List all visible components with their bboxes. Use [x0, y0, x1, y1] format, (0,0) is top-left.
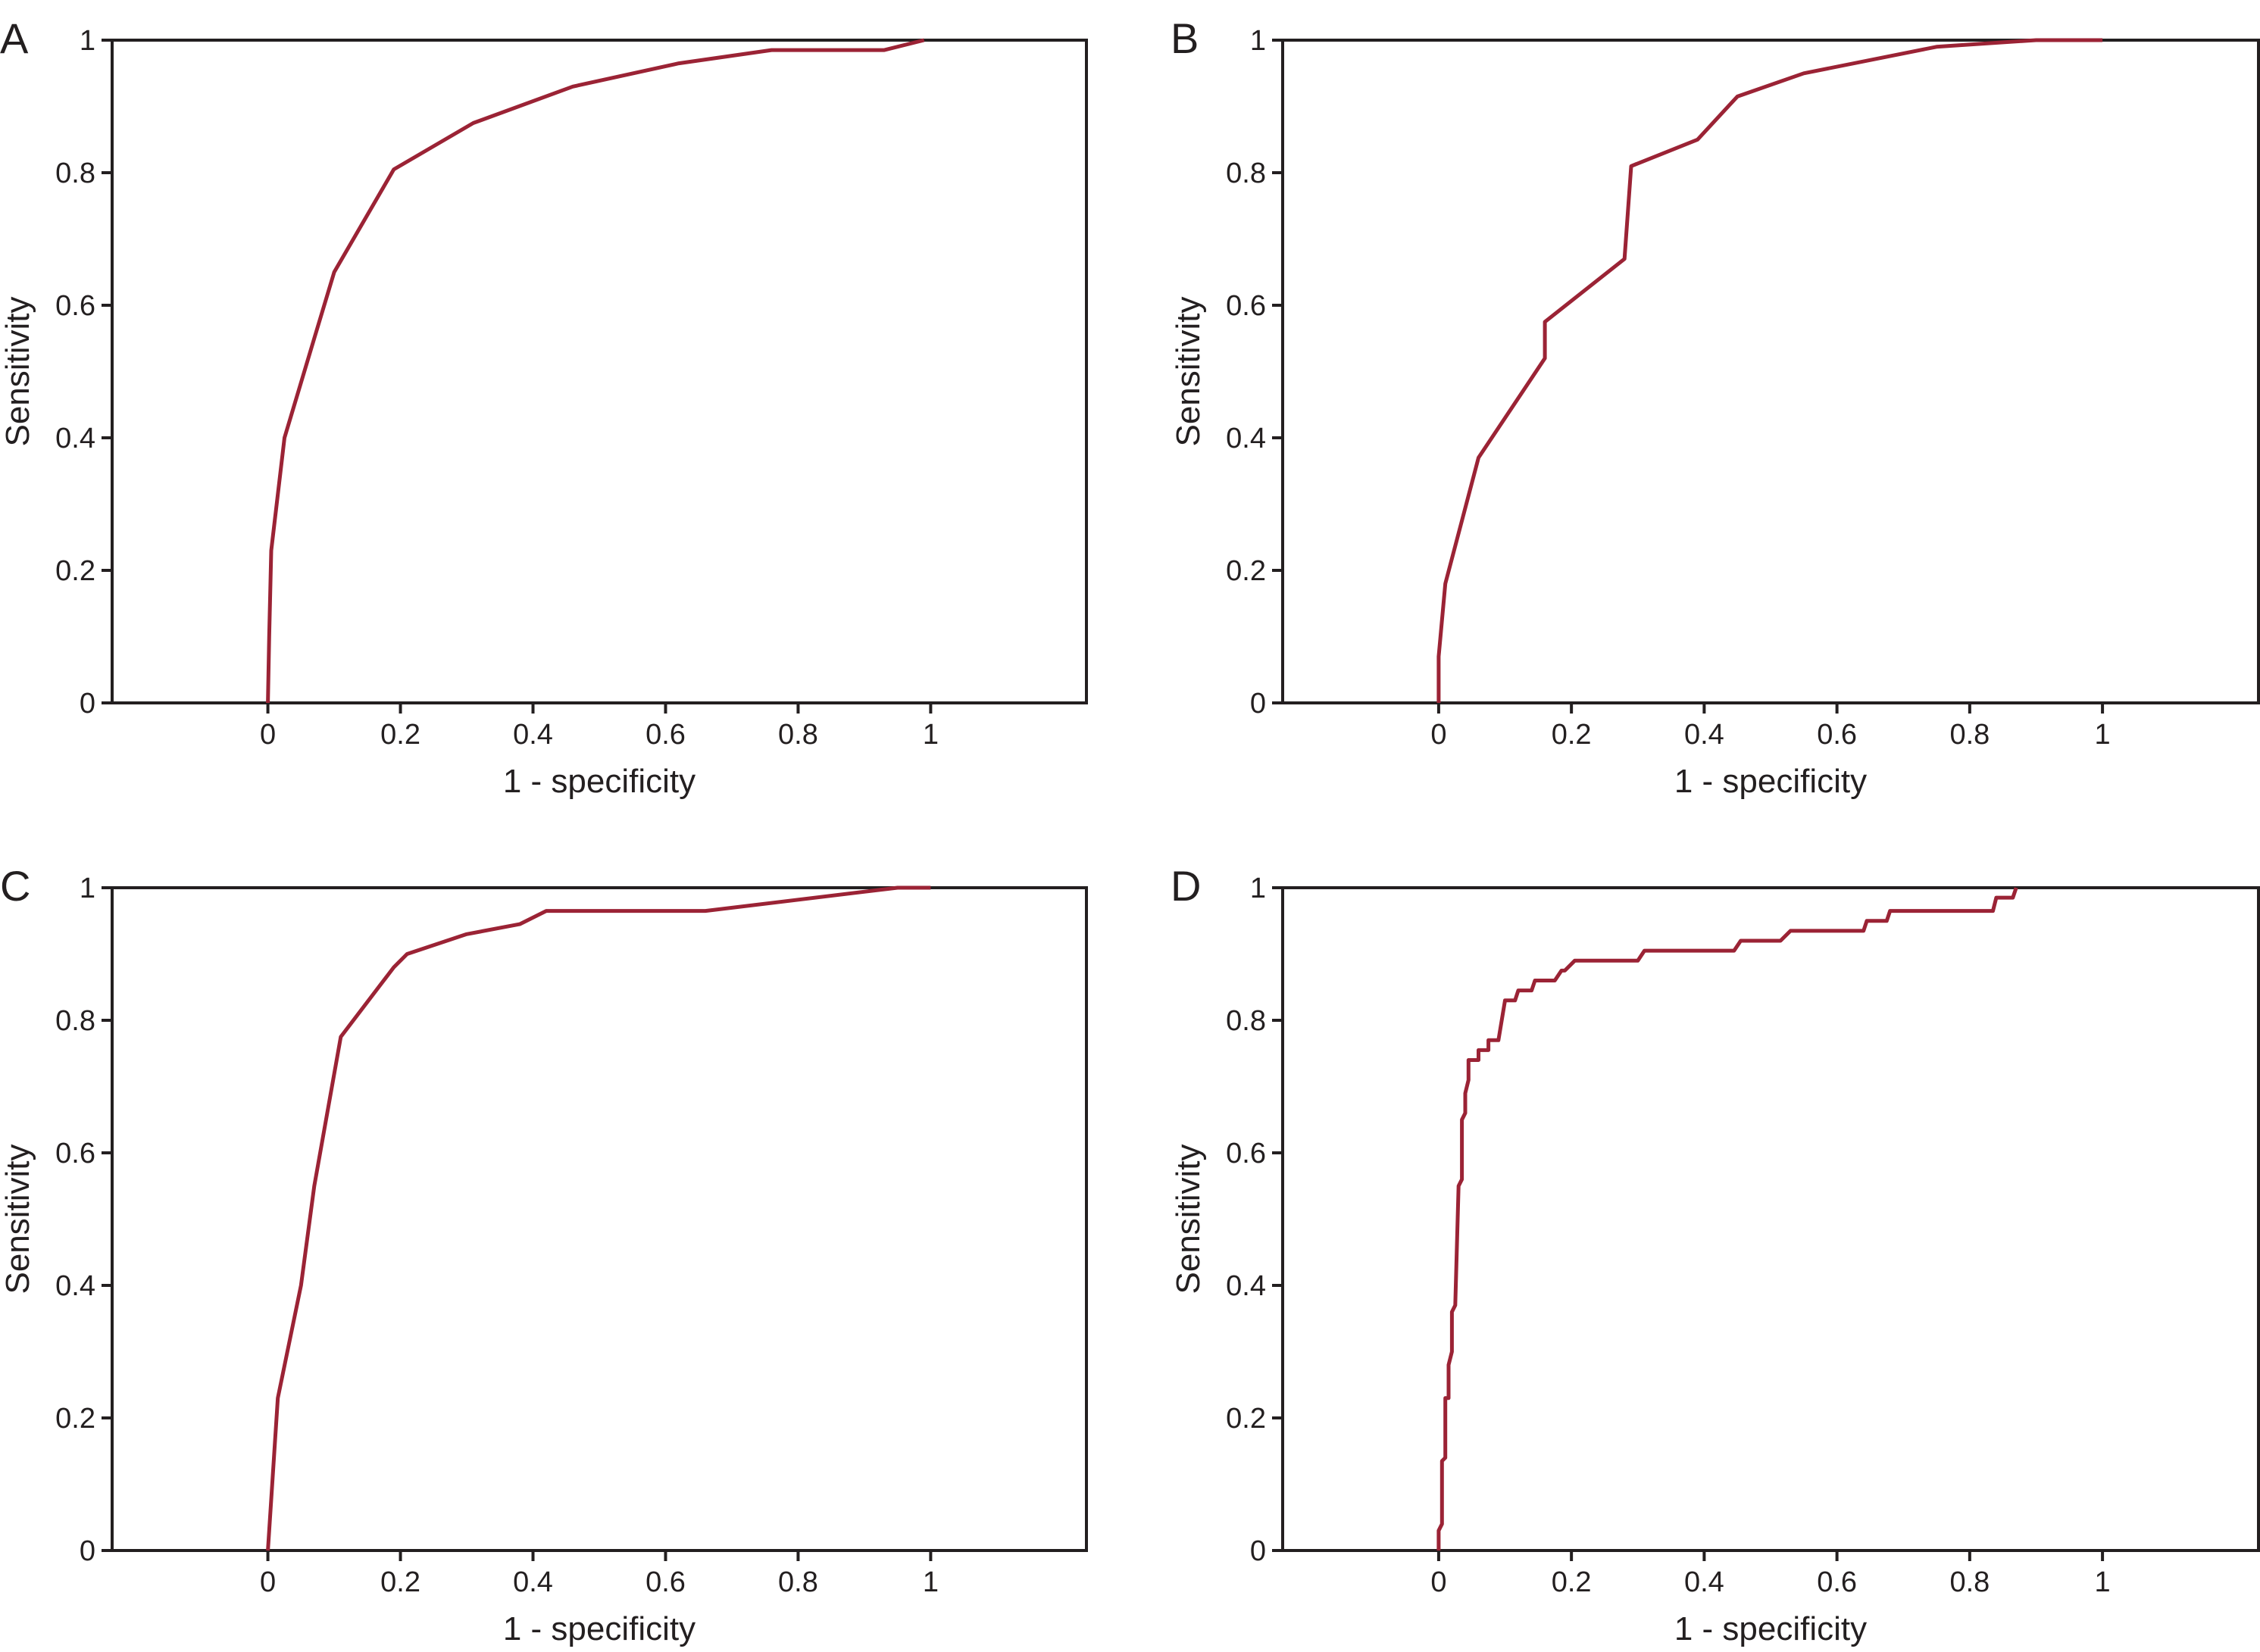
- y-tick-label: 0.4: [1226, 1270, 1266, 1302]
- y-tick-label: 0.6: [1226, 1138, 1266, 1170]
- panel-label: D: [1171, 862, 1201, 910]
- roc-curve: [1436, 38, 2103, 703]
- x-tick-label: 0.2: [1552, 1566, 1592, 1598]
- x-tick-label: 1: [923, 1566, 939, 1598]
- y-tick-label: 0: [1250, 688, 1266, 720]
- x-tick-label: 0: [1430, 719, 1446, 751]
- y-axis-label: Sensitivity: [1170, 1144, 1207, 1294]
- plot-frame: [111, 886, 1088, 1552]
- y-tick-label: 1: [80, 25, 95, 57]
- x-tick-label: 0.6: [1817, 1566, 1857, 1598]
- x-axis-label: 1 - specificity: [503, 1610, 696, 1647]
- x-axis-label: 1 - specificity: [1674, 763, 1867, 800]
- x-tick-label: 0.6: [645, 719, 686, 751]
- x-tick-label: 0.4: [1684, 1566, 1724, 1598]
- x-tick-label: 0.2: [1552, 719, 1592, 751]
- y-tick-label: 0.4: [1226, 423, 1266, 454]
- plot-frame: [111, 39, 1088, 704]
- y-tick-label: 1: [1250, 25, 1266, 57]
- y-axis-label: Sensitivity: [0, 1144, 36, 1294]
- roc-curve: [1436, 887, 2018, 1551]
- y-tick-label: 0.8: [55, 158, 95, 189]
- x-tick-label: 1: [2095, 719, 2111, 751]
- y-tick-label: 0.2: [55, 1403, 95, 1435]
- x-tick-label: 0.4: [513, 719, 553, 751]
- y-axis-label: Sensitivity: [0, 296, 36, 446]
- x-axis-label: 1 - specificity: [1674, 1610, 1867, 1647]
- y-tick-label: 0.2: [1226, 1403, 1266, 1435]
- roc-curve: [266, 885, 931, 1551]
- x-tick-label: 0: [1430, 1566, 1446, 1598]
- plot-frame: [1281, 886, 2260, 1552]
- y-tick-label: 0.8: [1226, 158, 1266, 189]
- panel-label: B: [1171, 14, 1199, 62]
- y-tick-label: 0.6: [55, 290, 95, 322]
- x-tick-label: 1: [923, 719, 939, 751]
- roc-curve: [266, 38, 925, 704]
- y-tick-label: 0.8: [55, 1005, 95, 1037]
- x-tick-label: 0.2: [380, 1566, 420, 1598]
- panel-label: A: [0, 14, 29, 62]
- y-tick-label: 0: [80, 1535, 95, 1567]
- y-tick-label: 1: [80, 873, 95, 904]
- x-axis-label: 1 - specificity: [503, 763, 696, 800]
- panel-label: C: [0, 862, 30, 910]
- y-tick-label: 0.2: [1226, 555, 1266, 587]
- y-tick-label: 0.2: [55, 555, 95, 587]
- x-tick-label: 0: [260, 1566, 276, 1598]
- x-tick-label: 0.4: [513, 1566, 553, 1598]
- x-tick-label: 1: [2095, 1566, 2111, 1598]
- x-tick-label: 0.4: [1684, 719, 1724, 751]
- plot-frame: [1281, 39, 2260, 704]
- x-tick-label: 0.8: [778, 719, 818, 751]
- y-tick-label: 1: [1250, 873, 1266, 904]
- x-tick-label: 0.8: [778, 1566, 818, 1598]
- y-tick-label: 0.6: [55, 1138, 95, 1170]
- x-tick-label: 0.8: [1949, 719, 1990, 751]
- y-tick-label: 0.6: [1226, 290, 1266, 322]
- x-tick-label: 0.2: [380, 719, 420, 751]
- x-tick-label: 0.8: [1949, 1566, 1990, 1598]
- y-tick-label: 0: [80, 688, 95, 720]
- y-axis-label: Sensitivity: [1170, 296, 1207, 446]
- x-tick-label: 0.6: [1817, 719, 1857, 751]
- y-tick-label: 0.8: [1226, 1005, 1266, 1037]
- x-tick-label: 0.6: [645, 1566, 686, 1598]
- y-tick-label: 0: [1250, 1535, 1266, 1567]
- y-tick-label: 0.4: [55, 1270, 95, 1302]
- x-tick-label: 0: [260, 719, 276, 751]
- y-tick-label: 0.4: [55, 423, 95, 454]
